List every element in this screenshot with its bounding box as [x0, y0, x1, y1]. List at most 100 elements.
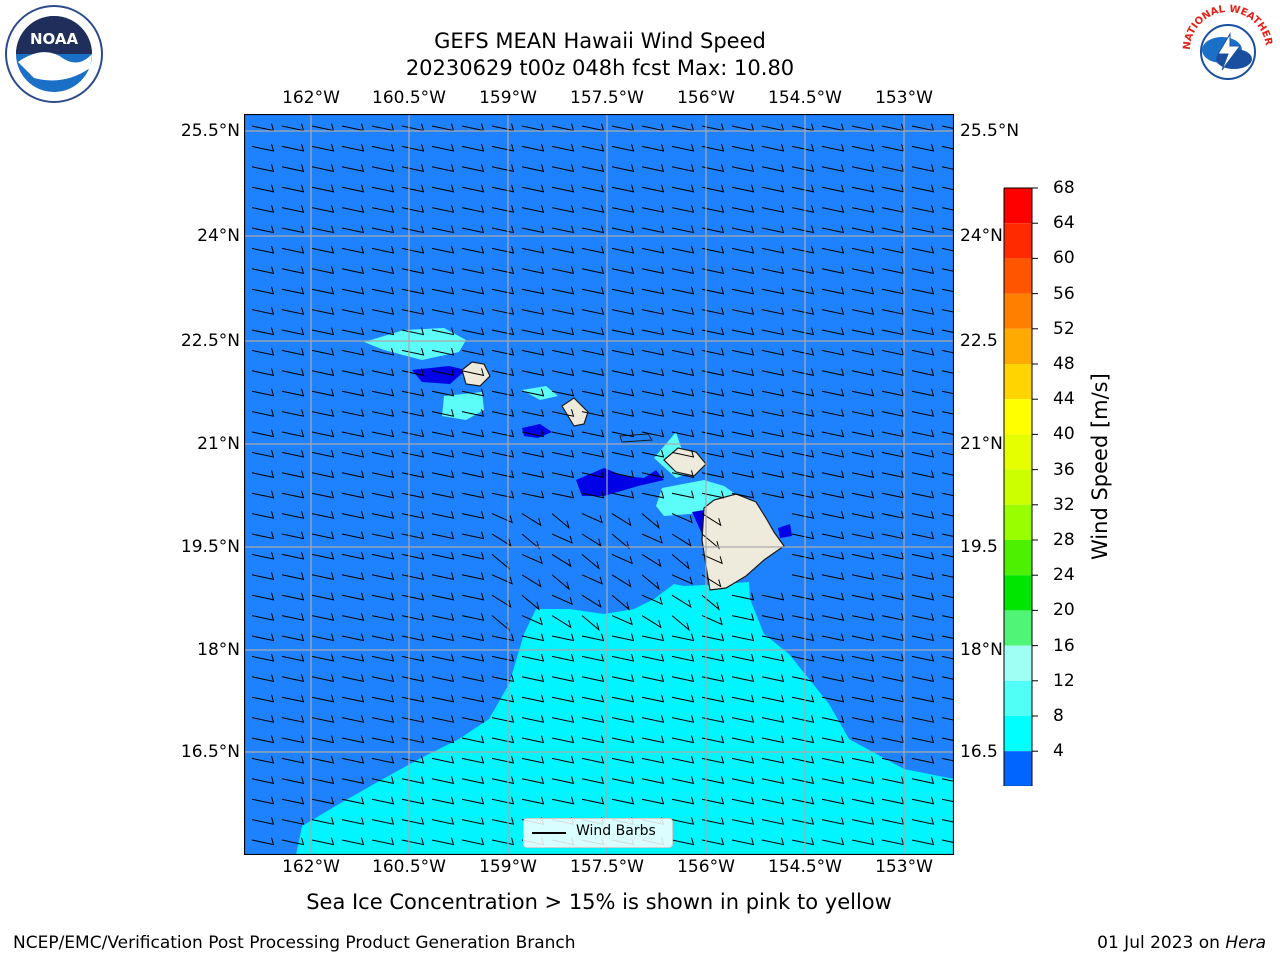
wind-barb [941, 513, 954, 517]
wind-barb [701, 143, 725, 152]
wind-barb [701, 837, 725, 846]
wind-barb [491, 368, 515, 377]
wind-barb [911, 409, 935, 417]
wind-barb [251, 674, 275, 683]
wind-barb [911, 143, 935, 152]
wind-barb [791, 307, 815, 315]
wind-barb [551, 633, 575, 642]
wind-barb [461, 817, 485, 825]
wind-barb [491, 245, 515, 254]
wind-barb [371, 347, 395, 356]
wind-barb [551, 388, 575, 397]
wind-barb [851, 735, 875, 744]
wind-barb [611, 409, 635, 417]
wind-barb [941, 166, 954, 170]
wind-barb [791, 205, 815, 213]
wind-barb [461, 633, 485, 642]
wind-barb [551, 429, 575, 438]
wind-barb [581, 796, 605, 805]
wind-barb [701, 266, 725, 275]
wind-barb [431, 368, 455, 377]
wind-barb [251, 347, 275, 356]
wind-barb [761, 796, 785, 805]
wind-barb [311, 470, 335, 479]
wind-barb [311, 245, 335, 254]
wind-barb [251, 184, 275, 193]
wind-barb [311, 266, 335, 275]
wind-barb [761, 776, 785, 785]
wind-barb [791, 755, 815, 764]
wind-barb [341, 674, 365, 683]
wind-barb [761, 409, 785, 417]
wind-barb [551, 513, 570, 530]
wind-barb [911, 388, 935, 397]
wind-barb [251, 613, 275, 621]
wind-barb [521, 594, 540, 611]
wind-barb [701, 164, 725, 173]
wind-barb [281, 225, 305, 234]
wind-barb [491, 205, 515, 213]
colorbar-label: 64 [1053, 213, 1075, 234]
wind-barb [761, 613, 785, 621]
wind-barb [371, 511, 395, 519]
wind-barb [611, 327, 635, 336]
wind-barb [611, 449, 635, 458]
wind-barb [791, 449, 815, 458]
wind-barb [641, 615, 662, 629]
wind-barb [761, 205, 785, 213]
wind-barb [341, 368, 365, 377]
wind-barb [461, 613, 485, 621]
wind-barb [491, 286, 515, 295]
wind-barb [581, 694, 605, 703]
wind-barb [371, 164, 395, 173]
wind-barb [341, 776, 365, 785]
wind-barb [311, 327, 335, 336]
colorbar-segment [1004, 293, 1032, 329]
wind-barb [551, 755, 575, 764]
wind-barb [311, 572, 335, 581]
wind-barb [581, 388, 605, 397]
wind-barb [551, 164, 575, 173]
wind-barb [281, 735, 305, 744]
wind-barb [791, 613, 815, 621]
wind-barb [821, 409, 845, 417]
wind-barb [311, 551, 335, 560]
wind-barb [551, 184, 575, 193]
wind-barb [461, 368, 485, 377]
wind-barb [941, 839, 954, 844]
wind-barb [941, 451, 954, 456]
wind-barb [581, 554, 600, 570]
wind-barb [551, 796, 575, 805]
wind-barb [521, 429, 545, 438]
wind-barb [701, 388, 725, 397]
wind-barb [251, 837, 275, 846]
wind-barb [341, 429, 365, 438]
colorbar-label: 52 [1053, 318, 1075, 339]
wind-barb [851, 837, 875, 846]
wind-barb [311, 511, 335, 519]
lat-tick-right: 22.5 [960, 331, 998, 351]
wind-barb [251, 429, 275, 438]
wind-barb [431, 409, 455, 417]
wind-barb [641, 184, 665, 193]
wind-barb [551, 735, 575, 744]
wind-barb [461, 388, 485, 397]
wind-barb [341, 613, 365, 621]
wind-barb [461, 837, 485, 846]
wind-barb [521, 533, 540, 550]
wind-barb [791, 674, 815, 683]
wind-barb [851, 307, 875, 315]
wind-barb [251, 715, 275, 723]
wind-barb [491, 449, 515, 458]
wind-barb [251, 755, 275, 764]
wind-barb [371, 307, 395, 315]
wind-barb [941, 655, 954, 660]
wind-barb [731, 409, 755, 417]
wind-barb [491, 225, 515, 234]
wind-barb [581, 205, 605, 213]
wind-barb [581, 286, 605, 295]
wind-barb [341, 327, 365, 336]
wind-barb [641, 755, 665, 764]
wind-barb [431, 817, 455, 825]
wind-barb [581, 755, 605, 764]
